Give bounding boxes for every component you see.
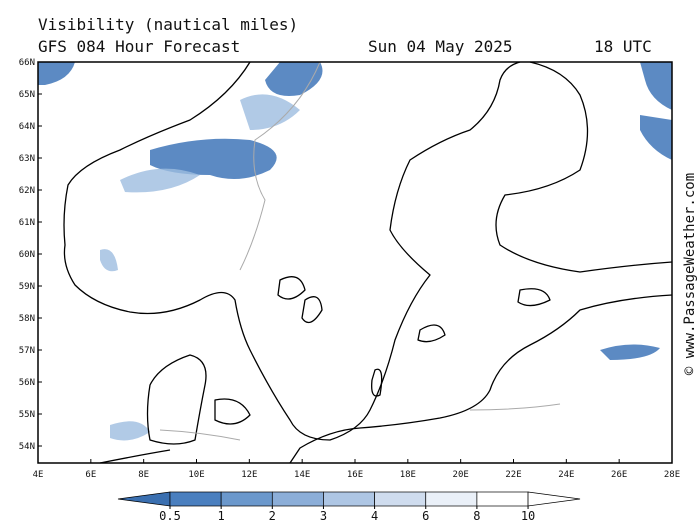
coastline-scandinavia <box>63 61 521 441</box>
longitude-label: 8E <box>138 470 149 480</box>
islands <box>277 276 551 397</box>
longitude-label: 4E <box>33 470 44 480</box>
colorbar-segment <box>271 491 324 507</box>
latitude-label: 57N <box>19 346 35 356</box>
colorbar-segment <box>425 491 478 507</box>
longitude-label: 28E <box>664 470 680 480</box>
colorbar-segment <box>476 491 529 507</box>
longitude-label: 10E <box>188 470 204 480</box>
colorbar-segment <box>169 491 222 507</box>
latitude-label: 56N <box>19 378 35 388</box>
longitude-label: 16E <box>347 470 363 480</box>
colorbar-label: 8 <box>473 509 480 523</box>
latitude-label: 64N <box>19 122 35 132</box>
map-frame-bg <box>38 62 672 463</box>
latitude-label: 60N <box>19 250 35 260</box>
longitude-label: 6E <box>85 470 96 480</box>
latitude-label: 58N <box>19 314 35 324</box>
longitude-label: 12E <box>241 470 257 480</box>
longitude-label: 18E <box>400 470 416 480</box>
colorbar-label: 2 <box>269 509 276 523</box>
coastline-baltic <box>289 294 673 464</box>
borders <box>159 61 561 441</box>
date: Sun 04 May 2025 <box>368 37 513 56</box>
forecast: GFS 084 Hour Forecast <box>38 37 240 56</box>
colorbar-segment <box>374 491 427 507</box>
colorbar-label: 10 <box>521 509 535 523</box>
colorbar-segment <box>323 491 375 507</box>
coastline-denmark <box>99 354 251 464</box>
latitude-label: 59N <box>19 282 35 292</box>
latitude-label: 55N <box>19 410 35 420</box>
latitude-label: 65N <box>19 90 35 100</box>
latitude-label: 63N <box>19 154 35 164</box>
latitude-label: 61N <box>19 218 35 228</box>
colorbar-low <box>117 491 171 507</box>
longitude-label: 26E <box>611 470 627 480</box>
time: 18 UTC <box>594 37 652 56</box>
colorbar-label: 0.5 <box>159 509 181 523</box>
latitude-label: 54N <box>19 442 35 452</box>
colorbar-label: 3 <box>320 509 327 523</box>
fog-area-light <box>100 94 300 441</box>
longitude-label: 22E <box>505 470 521 480</box>
colorbar: 0.5 1 2 3 4 6 8 10 <box>117 491 581 523</box>
latitude-label: 66N <box>19 58 35 68</box>
credit: © www.PassageWeather.com <box>682 173 698 375</box>
longitude-label: 24E <box>558 470 574 480</box>
colorbar-label: 1 <box>218 509 225 523</box>
colorbar-high <box>527 491 581 507</box>
colorbar-label: 6 <box>422 509 429 523</box>
title: Visibility (nautical miles) <box>38 15 298 34</box>
colorbar-label: 4 <box>371 509 378 523</box>
latitude-label: 62N <box>19 186 35 196</box>
map-area <box>37 61 673 464</box>
longitude-label: 14E <box>294 470 310 480</box>
colorbar-segment <box>220 491 273 507</box>
coastline-finland <box>495 61 673 273</box>
longitude-label: 20E <box>453 470 469 480</box>
